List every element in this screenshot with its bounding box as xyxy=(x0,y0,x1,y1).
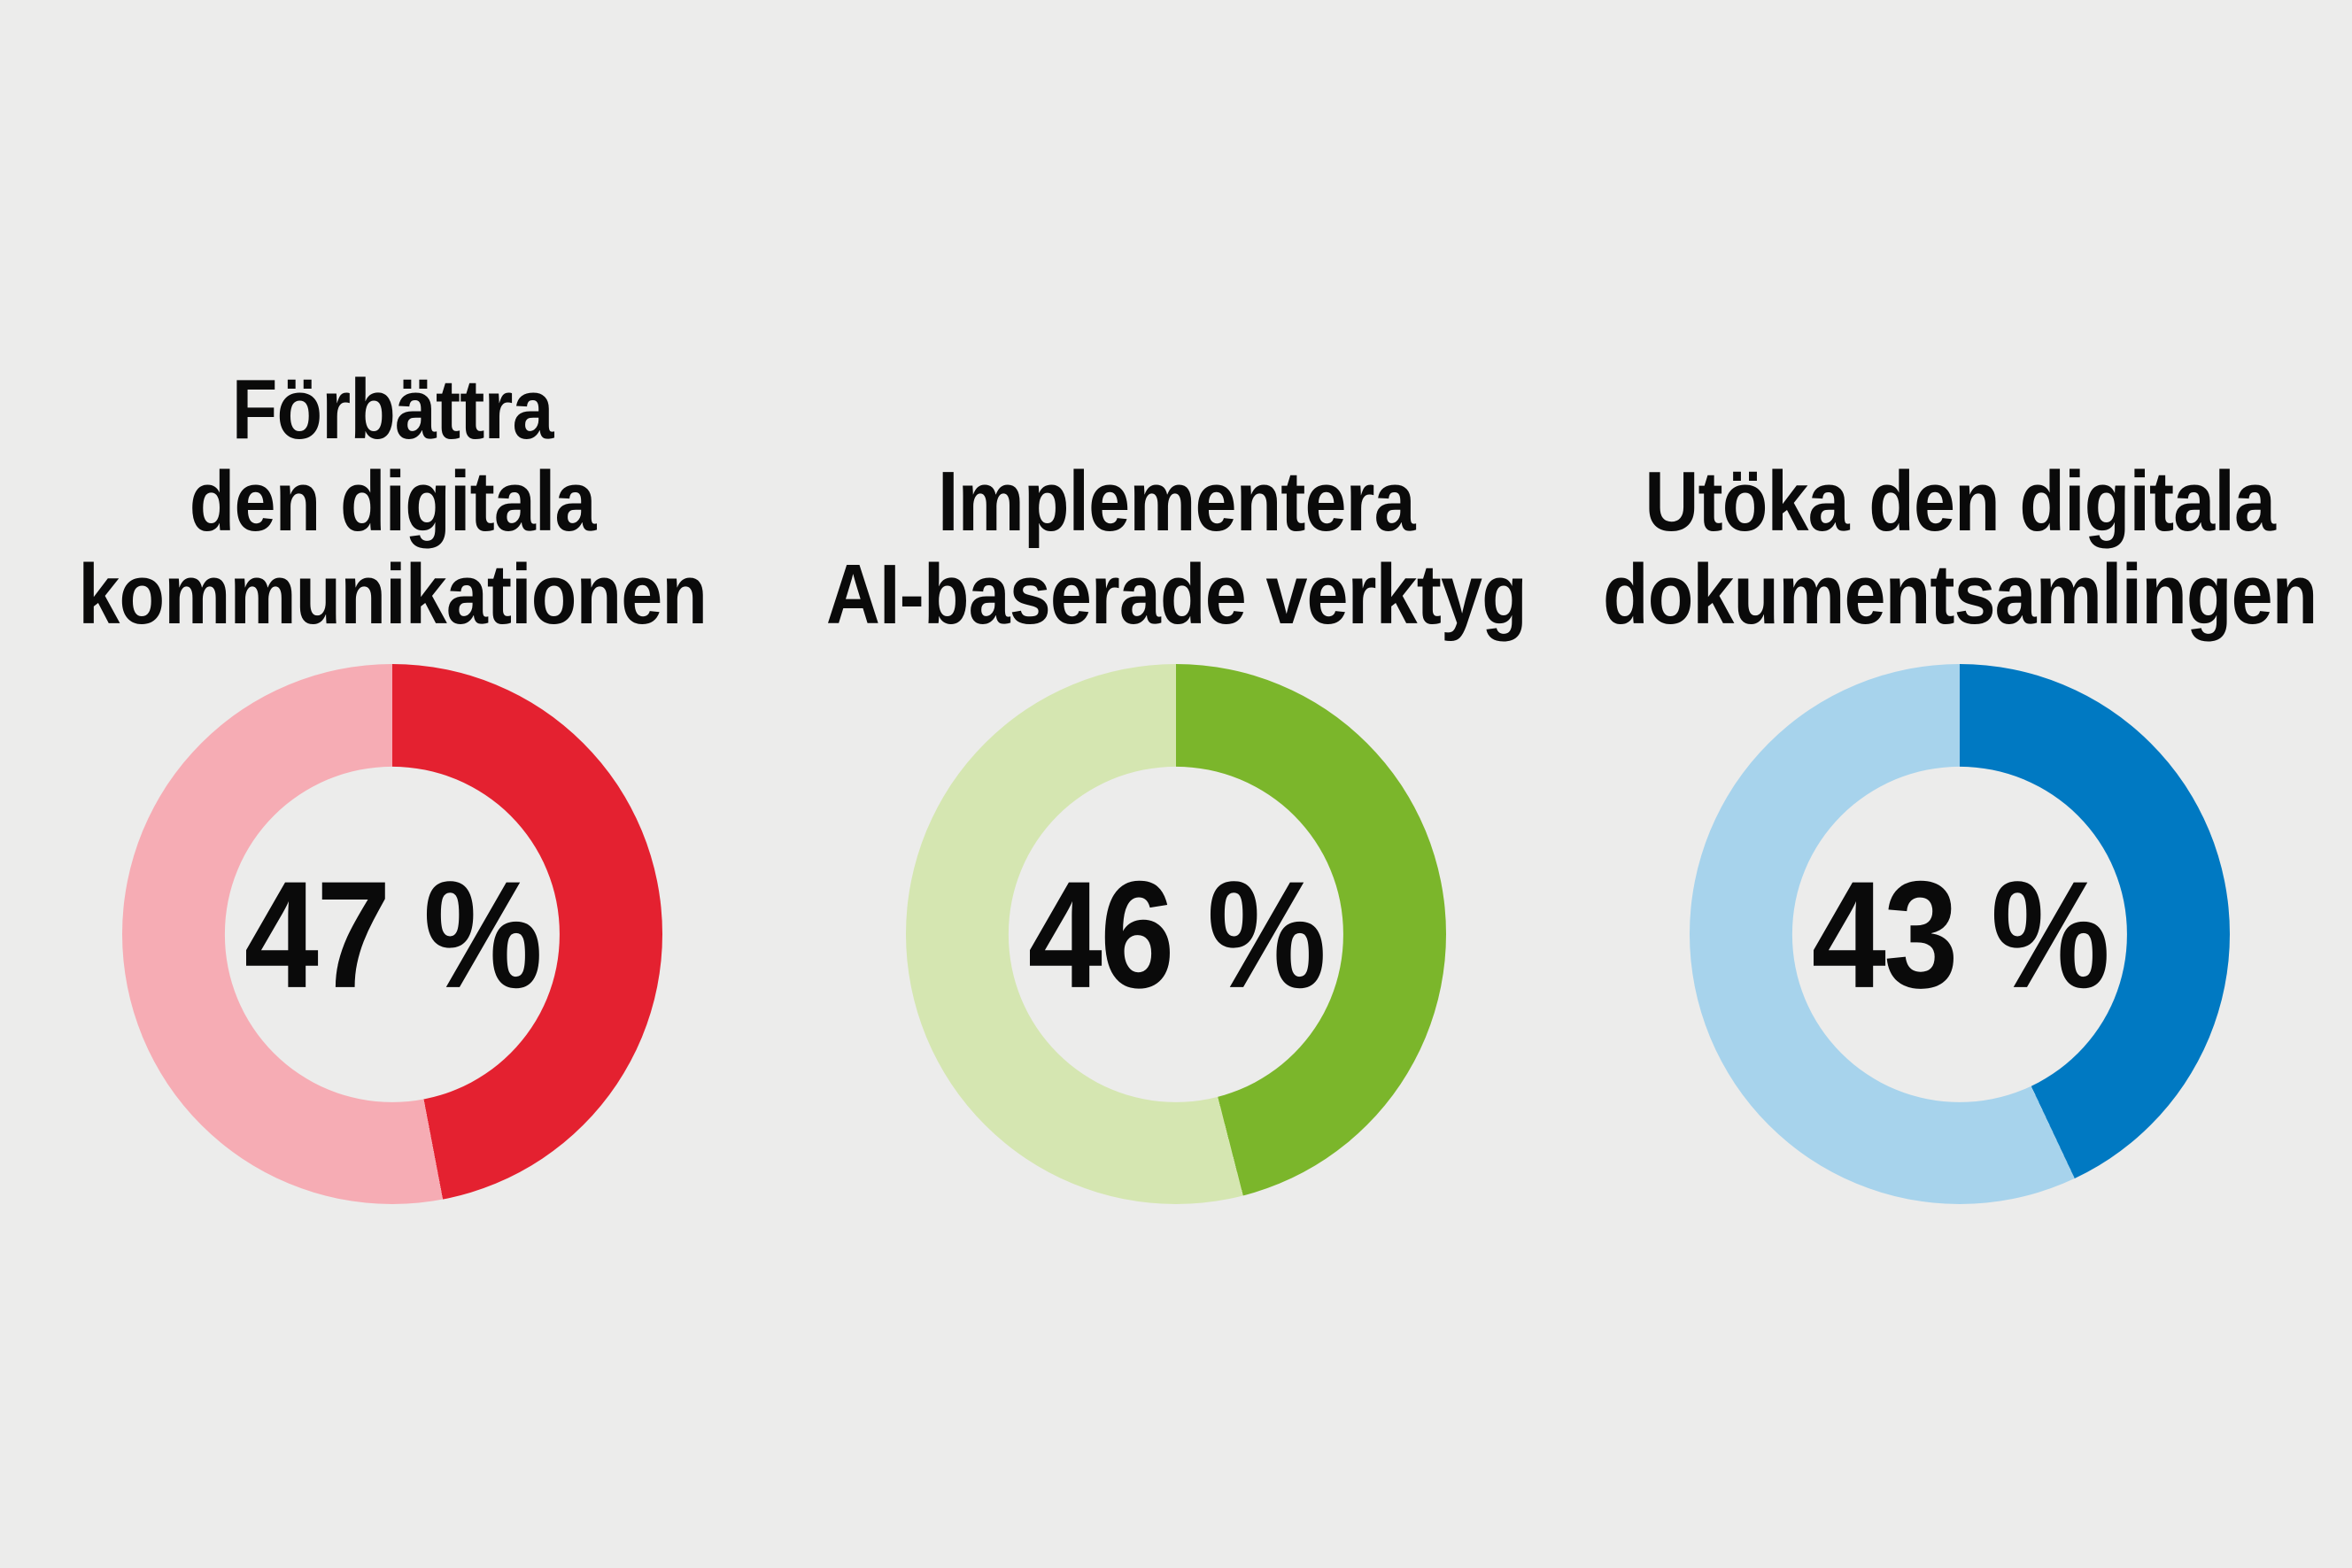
chart-title-line: den digitala xyxy=(189,454,597,550)
donut-hole: 46 % xyxy=(1008,767,1344,1102)
donut-hole: 43 % xyxy=(1791,767,2128,1102)
donut-ring-document-collection: 43 % xyxy=(1690,664,2230,1205)
chart-column-digital-communication: Förbättra den digitala kommunikationen 4… xyxy=(19,361,767,1205)
donut-value-label: 43 % xyxy=(1811,849,2110,1020)
donut-ring-digital-communication: 47 % xyxy=(122,664,662,1205)
donut-hole: 47 % xyxy=(224,767,561,1102)
donut-ring-ai-tools: 46 % xyxy=(906,664,1446,1205)
chart-title-line: AI-baserade verktyg xyxy=(825,546,1528,642)
donut-value-label: 47 % xyxy=(244,849,543,1020)
chart-title-line: Förbättra xyxy=(231,361,554,457)
donut-value-label: 46 % xyxy=(1027,849,1327,1020)
chart-title-digital-communication: Förbättra den digitala kommunikationen xyxy=(78,361,708,642)
chart-column-document-collection: Utöka den digitala dokumentsamlingen 43 … xyxy=(1586,456,2334,1205)
chart-column-ai-tools: Implementera AI-baserade verktyg 46 % xyxy=(802,454,1551,1205)
donut-charts-row: Förbättra den digitala kommunikationen 4… xyxy=(19,361,2334,1205)
chart-title-line: Utöka den digitala xyxy=(1644,454,2276,550)
chart-title-line: Implementera xyxy=(937,454,1416,550)
chart-title-document-collection: Utöka den digitala dokumentsamlingen xyxy=(1603,456,2317,641)
chart-title-line: dokumentsamlingen xyxy=(1602,546,2317,642)
chart-title-line: kommunikationen xyxy=(78,546,708,642)
chart-title-ai-tools: Implementera AI-baserade verktyg xyxy=(825,454,1528,642)
